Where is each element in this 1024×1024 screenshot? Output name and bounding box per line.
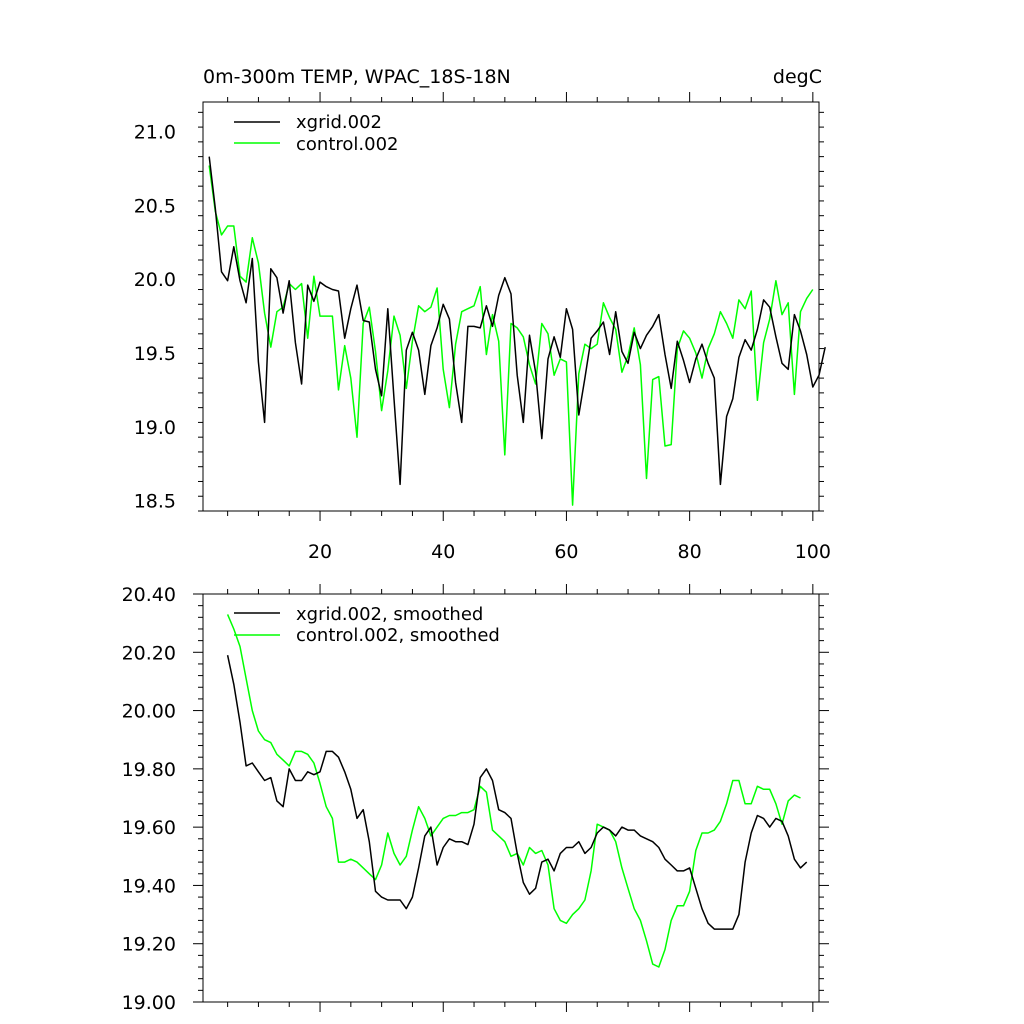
- legend-label-control: control.002: [296, 134, 398, 155]
- y-tick-labels-top: 18.5 19.0 19.5 20.0 20.5 21.0: [134, 122, 176, 513]
- y-tick-label: 19.20: [122, 934, 176, 956]
- y-tick-label: 20.00: [122, 701, 176, 723]
- axis-ticks-top: [198, 92, 824, 521]
- x-tick-label: 80: [678, 541, 702, 563]
- y-tick-label: 19.5: [134, 343, 176, 365]
- legend-label-xgrid: xgrid.002: [296, 112, 382, 133]
- x-tick-label: 100: [795, 541, 831, 563]
- y-tick-label: 20.40: [122, 584, 176, 606]
- y-tick-label: 20.5: [134, 195, 176, 217]
- y-tick-label: 19.0: [134, 417, 176, 439]
- legend-label-xgrid-smoothed: xgrid.002, smoothed: [296, 604, 483, 625]
- y-tick-label: 20.20: [122, 642, 176, 664]
- x-tick-label: 60: [554, 541, 578, 563]
- units-label: degC: [773, 66, 822, 88]
- chart-title: 0m-300m TEMP, WPAC_18S-18N: [203, 66, 511, 88]
- series-line-xgrid: [226, 655, 808, 930]
- y-tick-labels-bottom: 19.00 19.20 19.40 19.60 19.80 20.00 20.20 20.40: [122, 584, 176, 1014]
- series-line-control: [226, 614, 801, 968]
- y-tick-label: 21.0: [134, 122, 176, 144]
- y-tick-label: 19.60: [122, 817, 176, 839]
- legend-top: xgrid.002 control.002: [234, 112, 398, 155]
- series-line-xgrid: [208, 156, 826, 486]
- y-tick-label: 20.0: [134, 269, 176, 291]
- series-lines-top: [208, 156, 826, 506]
- series-lines-bottom: [226, 614, 808, 968]
- x-tick-label: 40: [431, 541, 455, 563]
- x-tick-label: 20: [308, 541, 332, 563]
- y-tick-label: 18.5: [134, 491, 176, 513]
- y-tick-label: 19.40: [122, 875, 176, 897]
- legend-bottom: xgrid.002, smoothed control.002, smoothe…: [234, 604, 500, 646]
- bottom-panel: 19.00 19.20 19.40 19.60 19.80 20.00 20.20 20.40…: [122, 584, 829, 1014]
- top-panel: 0m-300m TEMP, WPAC_18S-18N degC 18.5 19.0…: [134, 66, 831, 563]
- series-line-control: [208, 165, 814, 506]
- y-tick-label: 19.80: [122, 759, 176, 781]
- plot-frame-top: [202, 101, 820, 512]
- axis-ticks-bottom: [193, 584, 829, 1012]
- x-tick-labels-top: 20 40 60 80 100: [308, 541, 831, 563]
- plot-frame-bottom: [202, 593, 820, 1003]
- legend-label-control-smoothed: control.002, smoothed: [296, 625, 500, 646]
- y-tick-label: 19.00: [122, 992, 176, 1014]
